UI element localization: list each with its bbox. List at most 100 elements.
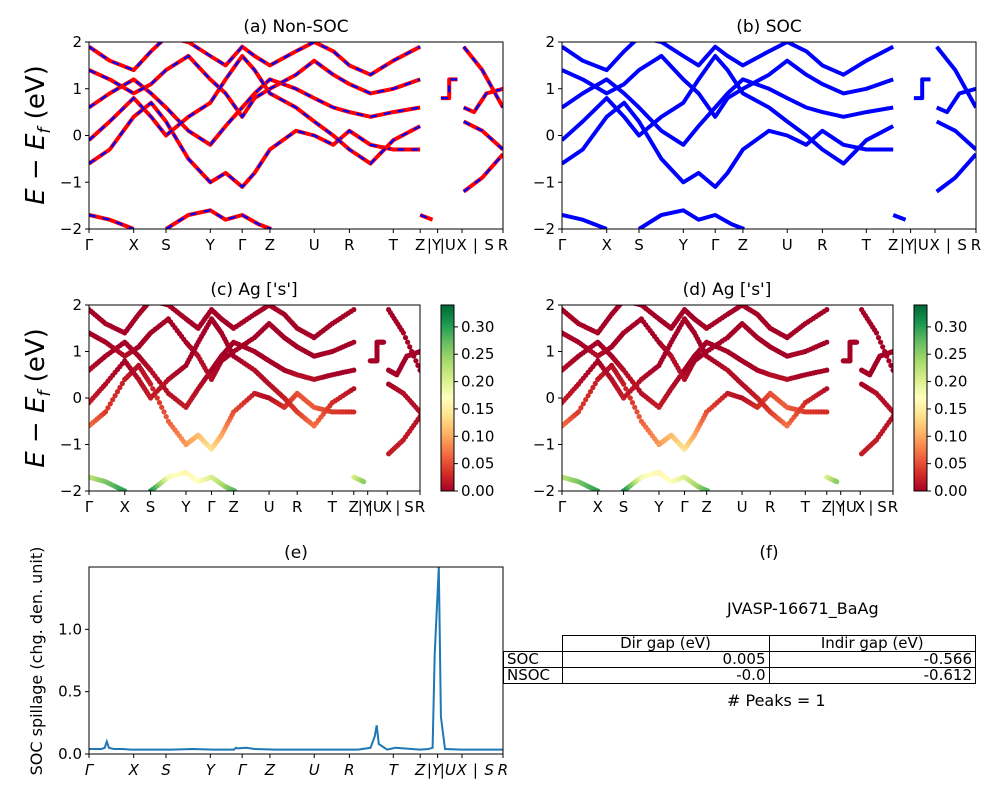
x-tick-label: X — [602, 236, 612, 254]
colorbar-tick-label: 0.10 — [934, 427, 967, 445]
x-tick-label: X — [120, 498, 130, 516]
projection-point — [583, 397, 589, 403]
y-tick-label: 1 — [545, 80, 555, 98]
gap-table-title: JVASP-16671_BaAg — [727, 599, 879, 618]
projection-point — [232, 488, 238, 491]
band-line — [462, 119, 503, 151]
x-tick-label: T — [327, 498, 338, 516]
x-tick-label: U — [782, 236, 793, 254]
x-tick-label: Γ — [207, 498, 216, 516]
band-line — [89, 213, 135, 229]
panel-e-title: (e) — [284, 543, 308, 563]
panel-d-frame — [561, 304, 894, 492]
x-tick-label: Γ — [85, 236, 94, 254]
x-tick-label: S — [404, 498, 414, 516]
panel-b-frame — [561, 41, 977, 230]
panel-b-plot-area — [562, 42, 976, 229]
projection-point — [890, 348, 893, 355]
panel-a-frame — [88, 41, 504, 230]
panel-c-plot-area — [89, 300, 420, 491]
colorbar-tick-label: 0.15 — [461, 400, 494, 418]
x-tick-label: R — [765, 498, 775, 516]
band-line — [562, 54, 895, 166]
band-line — [89, 54, 422, 166]
projection-point — [145, 305, 150, 307]
x-tick-label: Y — [653, 498, 664, 516]
y-tick-label: 0.5 — [58, 683, 82, 701]
x-tick-label: |Y — [427, 236, 442, 254]
band-line — [562, 100, 894, 189]
colorbar-tick-label: 0.30 — [934, 318, 967, 336]
projection-point — [632, 404, 638, 410]
x-tick-label: R — [344, 236, 354, 254]
projection-point — [159, 404, 165, 410]
gap-table-row-label: SOC — [503, 651, 563, 668]
x-tick-label: S — [146, 498, 156, 516]
projection-point — [119, 380, 125, 387]
x-tick-label: Γ — [85, 761, 95, 779]
gap-table-row-label: NSOC — [503, 667, 563, 684]
colorbar-tick-label: 0.00 — [461, 482, 494, 500]
band-line-overlay — [462, 46, 503, 109]
band-line-overlay — [463, 153, 503, 193]
x-tick-label: | — [395, 498, 400, 516]
panel-e-plot-area — [89, 567, 503, 751]
x-tick-label: |Y — [900, 236, 915, 254]
projection-point — [402, 335, 409, 341]
x-tick-label: Z — [229, 498, 239, 516]
projection-point — [580, 401, 586, 407]
band-line-overlay — [165, 209, 272, 229]
x-tick-label: |Y — [831, 498, 846, 516]
band-line — [562, 42, 895, 77]
panel-c-ylabel: E − Ef (eV) — [21, 328, 55, 468]
projection-point — [417, 409, 420, 415]
band-line — [562, 54, 894, 119]
x-tick-label: Z — [349, 498, 359, 516]
projection-point — [886, 358, 892, 364]
projection-point — [890, 414, 893, 420]
y-tick-label: 1 — [545, 343, 555, 361]
projection-point — [620, 300, 625, 305]
projection-point — [351, 409, 357, 415]
x-tick-label: S — [634, 236, 644, 254]
projection-point — [834, 479, 840, 485]
projection-point — [407, 344, 413, 350]
projection-point — [415, 362, 420, 368]
x-tick-label: S — [161, 761, 171, 779]
projection-point — [148, 381, 154, 387]
projection-point — [417, 348, 420, 355]
band-line — [935, 45, 976, 109]
gap-table-col-indir: Indir gap (eV) — [768, 635, 976, 652]
projection-point — [634, 409, 640, 415]
x-tick-label: Z — [414, 761, 426, 779]
projection-point — [890, 367, 893, 373]
x-tick-label: U — [309, 236, 320, 254]
y-tick-label: 0 — [72, 127, 82, 145]
panel-a-plot-area — [89, 42, 503, 229]
projection-point — [623, 298, 628, 303]
x-tick-label: S — [877, 498, 887, 516]
projection-point — [102, 409, 109, 415]
projection-point — [110, 397, 116, 403]
colorbar-tick-label: 0.05 — [461, 455, 494, 473]
band-line-overlay — [463, 120, 503, 151]
x-tick-label: |U — [368, 498, 384, 516]
x-tick-label: Z — [415, 236, 425, 254]
projection-point — [875, 335, 882, 341]
projection-point — [155, 300, 160, 305]
y-tick-label: 1.0 — [58, 620, 82, 638]
svg-text:E − Ef (eV): E − Ef (eV) — [21, 328, 55, 468]
x-tick-label: X — [593, 498, 603, 516]
x-tick-label: R — [498, 761, 508, 779]
x-tick-label: Y — [180, 498, 191, 516]
x-tick-label: X — [382, 498, 392, 516]
band-line — [935, 119, 976, 151]
projection-point — [122, 488, 128, 491]
band-line — [892, 213, 907, 222]
x-tick-label: |U — [913, 236, 929, 254]
projection-point — [351, 307, 357, 313]
x-tick-label: T — [800, 498, 811, 516]
projection-point — [592, 380, 598, 387]
